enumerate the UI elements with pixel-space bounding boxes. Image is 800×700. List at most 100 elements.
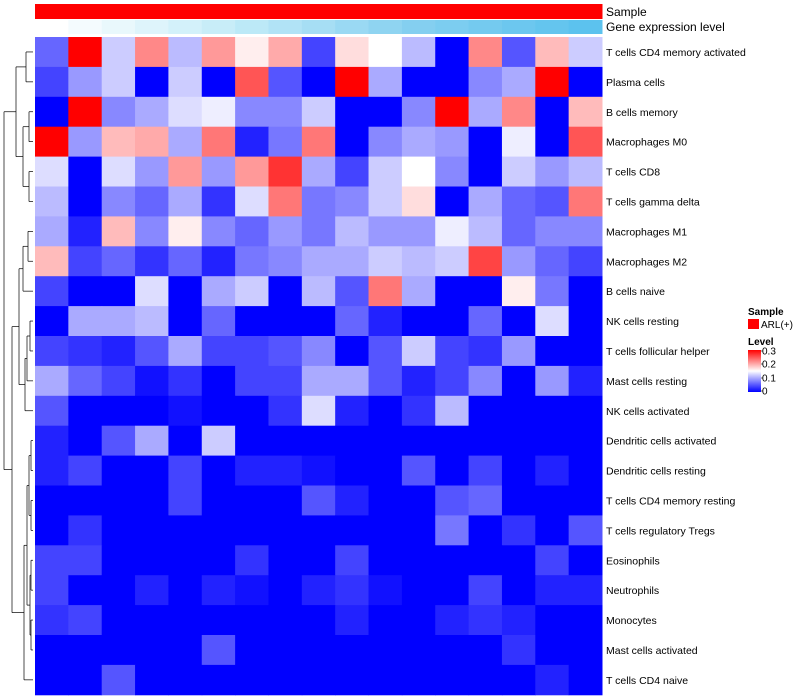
heatmap-cell: [35, 246, 69, 277]
heatmap-cell: [568, 126, 603, 158]
row-label: Macrophages M1: [606, 226, 687, 238]
heatmap-cell: [101, 37, 136, 68]
heatmap-cell: [168, 635, 203, 666]
heatmap-cell: [35, 395, 69, 427]
heatmap-cell: [468, 515, 503, 546]
heatmap-cell: [368, 126, 403, 158]
heatmap-cell: [168, 306, 203, 337]
heatmap-cell: [501, 276, 536, 307]
heatmap-cell: [35, 156, 69, 187]
legend-sample-entry: ARL(+): [761, 320, 793, 331]
heatmap-cell: [335, 485, 370, 516]
row-label: B cells naive: [606, 286, 665, 298]
heatmap-cell: [101, 515, 136, 546]
heatmap-cell: [201, 545, 236, 576]
sample-track-cell: [335, 4, 370, 19]
heatmap-cell: [68, 126, 103, 158]
heatmap-cell: [268, 276, 303, 307]
heatmap-cell: [235, 126, 269, 158]
heatmap-cell: [501, 664, 536, 696]
heatmap-cell: [35, 336, 69, 367]
heatmap-cell: [135, 186, 169, 217]
heatmap-cell: [301, 515, 336, 546]
heatmap-cell: [201, 156, 236, 187]
heatmap-cell: [101, 605, 136, 636]
heatmap-cell: [301, 635, 336, 666]
heatmap-cell: [535, 216, 570, 247]
heatmap-cell: [168, 216, 203, 247]
sample-track-cell: [468, 4, 503, 19]
heatmap-cell: [368, 156, 403, 187]
heatmap-cell: [268, 37, 303, 68]
expression-track-cell: [301, 20, 336, 34]
heatmap-cell: [468, 306, 503, 337]
heatmap-cell: [568, 246, 603, 277]
heatmap-cell: [435, 216, 470, 247]
heatmap-cell: [535, 575, 570, 606]
heatmap-cell: [335, 425, 370, 457]
heatmap-cell: [235, 186, 269, 217]
heatmap-cell: [501, 545, 536, 576]
heatmap-cell: [501, 365, 536, 397]
heatmap-cell: [68, 575, 103, 606]
row-label: NK cells resting: [606, 316, 679, 328]
heatmap-cell: [168, 246, 203, 277]
heatmap-cell: [535, 96, 570, 128]
heatmap-cell: [68, 186, 103, 217]
heatmap-cell: [35, 575, 69, 606]
heatmap-cell: [468, 186, 503, 217]
row-label: T cells gamma delta: [606, 196, 700, 208]
heatmap-cell: [235, 575, 269, 606]
heatmap-cell: [468, 246, 503, 277]
expression-track-label: Gene expression level: [606, 20, 725, 34]
heatmap-cell: [468, 37, 503, 68]
sample-track-cell: [201, 4, 236, 19]
heatmap-cell: [35, 635, 69, 666]
heatmap-cell: [68, 635, 103, 666]
expression-track-cell: [135, 20, 169, 34]
heatmap-cell: [568, 96, 603, 128]
heatmap-cell: [468, 336, 503, 367]
heatmap-cell: [468, 575, 503, 606]
heatmap-cell: [501, 336, 536, 367]
heatmap-cell: [135, 37, 169, 68]
heatmap-cell: [235, 276, 269, 307]
heatmap-cell: [301, 545, 336, 576]
row-label: Mast cells resting: [606, 376, 687, 388]
heatmap-cell: [401, 156, 436, 187]
heatmap-cell: [68, 37, 103, 68]
heatmap-cell: [168, 545, 203, 576]
heatmap-cell: [235, 306, 269, 337]
row-label: T cells CD4 naive: [606, 675, 688, 687]
heatmap-cell: [201, 605, 236, 636]
heatmap-cell: [201, 126, 236, 158]
heatmap-cell: [435, 186, 470, 217]
heatmap-cell: [401, 96, 436, 128]
heatmap-cell: [301, 605, 336, 636]
legend-sample-title: Sample: [748, 307, 784, 318]
heatmap-cell: [535, 186, 570, 217]
expression-annotation-track: [35, 20, 603, 34]
sample-track-cell: [101, 4, 136, 19]
heatmap-cell: [201, 66, 236, 98]
heatmap-cell: [335, 96, 370, 128]
heatmap-cell: [335, 635, 370, 666]
heatmap-cell: [268, 246, 303, 277]
heatmap-cell: [368, 425, 403, 457]
heatmap-cell: [368, 276, 403, 307]
heatmap-cell: [201, 37, 236, 68]
heatmap-cell: [135, 276, 169, 307]
heatmap-cell: [535, 455, 570, 486]
heatmap-cell: [401, 605, 436, 636]
heatmap-cell: [168, 605, 203, 636]
sample-annotation-track: [35, 4, 603, 19]
heatmap-cell: [35, 96, 69, 128]
heatmap-cell: [101, 664, 136, 696]
heatmap-cell: [435, 455, 470, 486]
heatmap-cell: [268, 605, 303, 636]
row-label: B cells memory: [606, 107, 679, 119]
heatmap-cell: [268, 156, 303, 187]
heatmap-cell: [435, 515, 470, 546]
heatmap-cell: [535, 37, 570, 68]
heatmap-cell: [135, 605, 169, 636]
